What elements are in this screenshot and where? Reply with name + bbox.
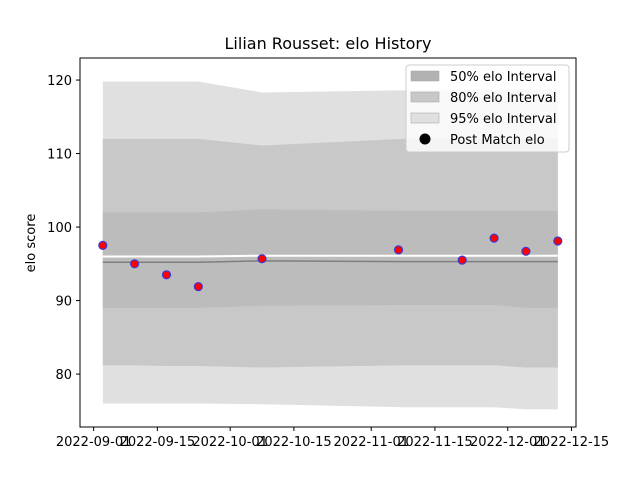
post-match-point bbox=[393, 245, 404, 255]
x-tick-label: 2022-11-15 bbox=[397, 435, 473, 450]
x-tick-label: 2022-12-01 bbox=[470, 435, 546, 450]
legend-label: 95% elo Interval bbox=[450, 112, 557, 127]
legend-swatch bbox=[410, 70, 440, 82]
legend-swatch bbox=[410, 91, 440, 103]
post-match-point bbox=[130, 259, 140, 269]
post-match-point bbox=[489, 233, 499, 243]
y-axis: 80 90 100 110 120 bbox=[47, 74, 80, 383]
post-match-point bbox=[193, 282, 203, 292]
legend-label: Post Match elo bbox=[450, 133, 545, 148]
legend: 50% elo Interval 80% elo Interval 95% elo … bbox=[405, 64, 570, 153]
mean-line bbox=[102, 254, 558, 258]
interval-band-2 bbox=[102, 209, 558, 308]
legend-label: 50% elo Interval bbox=[450, 70, 557, 85]
x-tick-label: 2022-09-15 bbox=[120, 435, 196, 450]
post-match-point bbox=[457, 255, 467, 265]
y-tick-label: 80 bbox=[55, 368, 72, 383]
plot-area bbox=[98, 81, 563, 410]
post-match-point bbox=[161, 270, 172, 280]
x-tick-label: 2022-09-01 bbox=[56, 435, 132, 450]
post-match-point bbox=[257, 254, 267, 264]
y-tick-label: 110 bbox=[47, 148, 72, 163]
legend-label: 80% elo Interval bbox=[450, 91, 557, 106]
legend-box bbox=[405, 64, 570, 153]
y-tick-label: 120 bbox=[47, 74, 72, 89]
post-match-point bbox=[521, 246, 531, 256]
axes-frame bbox=[79, 57, 577, 428]
post-match-point bbox=[98, 240, 108, 250]
post-match-point bbox=[553, 236, 563, 246]
x-tick-label: 2022-12-15 bbox=[534, 435, 610, 450]
chart-title: Lilian Rousset: elo History bbox=[225, 34, 432, 53]
median-line bbox=[102, 260, 558, 264]
x-tick-label: 2022-11-01 bbox=[333, 435, 409, 450]
y-axis-label: elo score bbox=[24, 214, 39, 273]
legend-marker bbox=[419, 133, 431, 145]
x-tick-label: 2022-10-15 bbox=[256, 435, 332, 450]
y-tick-label: 100 bbox=[47, 221, 72, 236]
x-tick-label: 2022-10-01 bbox=[192, 435, 268, 450]
y-tick-label: 90 bbox=[55, 295, 72, 310]
x-axis: 2022-09-012022-09-152022-10-012022-10-15… bbox=[56, 427, 609, 450]
legend-swatch bbox=[410, 112, 440, 124]
